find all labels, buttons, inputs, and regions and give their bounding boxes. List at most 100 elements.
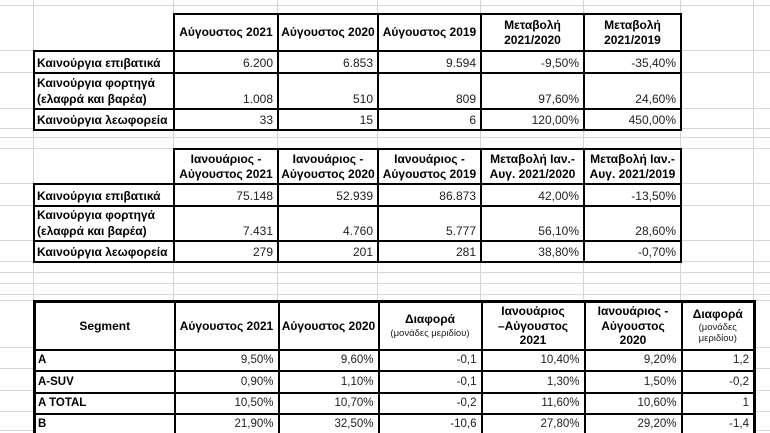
blank-corner-cell — [34, 14, 174, 51]
label-line: (ελαφρά και βαρέα) — [37, 224, 147, 239]
header-line: Διαφορά — [692, 306, 743, 321]
cell-value: 0,90% — [173, 369, 280, 394]
col-header: Μεταβολή 2021/2019 — [583, 13, 682, 52]
row-label: A — [33, 348, 176, 372]
header-line: Ιανουάριος - — [292, 151, 364, 166]
cell-value: -0,2 — [680, 369, 756, 394]
cell-value: 809 — [377, 72, 482, 110]
col-header: Μεταβολή Ιαν.- Αυγ. 2021/2019 — [583, 148, 682, 185]
header-subtitle: (μονάδες μεριδίου) — [390, 327, 470, 339]
col-header: Αύγουστος 2021 — [173, 13, 279, 52]
cell-value: 42,00% — [480, 183, 585, 207]
header-line: Ιανουάριος - — [597, 304, 669, 318]
header-row: Ιανουάριος - Αύγουστος 2021 Ιανουάριος -Α… — [34, 148, 682, 185]
col-header-diff: Διαφορά (μονάδες μεριδίου) — [377, 300, 483, 351]
header-line: Αυγ. 2021/2020 — [489, 166, 576, 181]
gridline — [0, 283, 770, 284]
table-row: Καινούργια λεωφορεία 33 15 6 120,00% 450… — [33, 108, 682, 131]
cell-value: 6 — [377, 108, 482, 131]
gridline — [753, 0, 754, 433]
header-line: 2021/2019 — [604, 32, 661, 47]
header-line: Μεταβολή Ιαν.- — [490, 151, 575, 166]
cell-value: 510 — [277, 72, 379, 110]
cell-value: 1,10% — [277, 369, 380, 394]
table-row: B 21,90% 32,50% -10,6 27,80% 29,20% -1,4 — [33, 412, 756, 433]
header-line: –Αύγουστος 2021 — [497, 318, 569, 348]
col-header: Ιανουάριος - Αύγουστος 2021 — [173, 148, 279, 185]
cell-value: 21,90% — [173, 412, 280, 433]
label-line: Καινούργια λεωφορεία — [37, 112, 168, 127]
header-line: Αύγουστος 2021 — [179, 166, 273, 181]
cell-value: 9,60% — [277, 348, 380, 372]
col-header: Ιανουάριος - Αύγουστος 2020 — [583, 300, 683, 351]
blank-corner-cell — [34, 149, 174, 184]
cell-value: 97,60% — [480, 72, 585, 110]
col-header: Ιανουάριος - Αύγουστος 2019 — [377, 148, 482, 185]
col-header: Αύγουστος 2020 — [277, 13, 379, 52]
col-header: Μεταβολή Ιαν.- Αυγ. 2021/2020 — [480, 148, 585, 185]
label-line: Καινούργια λεωφορεία — [37, 245, 168, 260]
header-line: Αύγουστος 2019 — [382, 166, 477, 181]
cell-value: 33 — [173, 108, 279, 131]
cell-value: 24,60% — [583, 72, 682, 110]
cell-value: 120,00% — [480, 108, 585, 131]
row-label: Καινούργια φορτηγά (ελαφρά και βαρέα) — [33, 204, 175, 243]
header-line: Μεταβολή Ιαν.- — [590, 151, 675, 166]
table-august: Αύγουστος 2021 Αύγουστος 2020 Αύγουστος … — [33, 13, 682, 131]
cell-value: 32,50% — [277, 412, 380, 433]
cell-value: 75.148 — [173, 183, 279, 207]
row-label: Καινούργια φορτηγά (ελαφρά και βαρέα) — [33, 72, 175, 110]
table-row: Καινούργια λεωφορεία 279 201 281 38,80% … — [33, 240, 682, 264]
col-header: Ιανουάριος - Αύγουστος 2020 — [277, 148, 379, 185]
header-line: Αύγουστος 2019 — [382, 25, 477, 40]
header-line: Ιανουάριος - — [190, 151, 262, 166]
gridline — [0, 272, 770, 273]
cell-value: 9,50% — [173, 348, 280, 372]
table-row: Καινούργια φορτηγά (ελαφρά και βαρέα) 1.0… — [33, 72, 682, 110]
cell-value: 1,30% — [480, 369, 586, 394]
col-header: Ιανουάριος –Αύγουστος 2021 — [480, 300, 586, 351]
gridline — [0, 137, 770, 138]
gridline — [0, 5, 770, 6]
cell-value: 15 — [277, 108, 379, 131]
cell-value: 1,50% — [583, 369, 683, 394]
cell-value: 6.200 — [173, 50, 279, 74]
cell-value: 6.853 — [277, 50, 379, 74]
row-label: A-SUV — [33, 369, 176, 394]
col-header-segment: Segment — [33, 300, 176, 351]
cell-value: -0,70% — [583, 240, 682, 264]
row-label: Καινούργια επιβατικά — [33, 183, 175, 207]
cell-value: -10,6 — [377, 412, 483, 433]
header-line: Αύγουστος 2020 — [281, 166, 375, 181]
cell-value: 9.594 — [377, 50, 482, 74]
label-line: Καινούργια φορτηγά — [37, 75, 155, 90]
cell-value: 9,20% — [583, 348, 683, 372]
cell-value: 7.431 — [173, 204, 279, 243]
header-line: Ιανουάριος — [501, 304, 565, 318]
table-segments: Segment Αύγουστος 2021 Αύγουστος 2020 Δι… — [33, 300, 756, 433]
table-row: A-SUV 0,90% 1,10% -0,1 1,30% 1,50% -0,2 — [33, 369, 756, 394]
label-line: Καινούργια φορτηγά — [37, 208, 155, 222]
header-line: Αύγουστος 2020 — [601, 318, 665, 348]
header-line: Ιανουάριος - — [394, 151, 465, 166]
cell-value: 10,60% — [583, 391, 683, 415]
header-line: Αυγ. 2021/2019 — [589, 166, 676, 181]
cell-value: 1 — [680, 391, 756, 415]
header-row: Segment Αύγουστος 2021 Αύγουστος 2020 Δι… — [33, 300, 756, 351]
cell-value: 1.008 — [173, 72, 279, 110]
gridline — [0, 294, 770, 295]
row-label: A TOTAL — [33, 391, 176, 415]
header-line: Διαφορά — [404, 312, 456, 327]
label-line: Καινούργια επιβατικά — [37, 188, 161, 203]
col-header-diff: Διαφορά (μονάδες μεριδίου) — [680, 300, 756, 351]
cell-value: 86.873 — [377, 183, 482, 207]
cell-value: 52.939 — [277, 183, 379, 207]
table-jan-august: Ιανουάριος - Αύγουστος 2021 Ιανουάριος -Α… — [33, 148, 682, 264]
col-header: Αύγουστος 2019 — [377, 13, 482, 52]
cell-value: -9,50% — [480, 50, 585, 74]
header-line: Μεταβολή — [504, 17, 561, 32]
cell-value: 27,80% — [480, 412, 586, 433]
cell-value: 281 — [377, 240, 482, 264]
row-label: Καινούργια λεωφορεία — [33, 108, 175, 131]
header-line: Αύγουστος 2020 — [281, 25, 375, 40]
